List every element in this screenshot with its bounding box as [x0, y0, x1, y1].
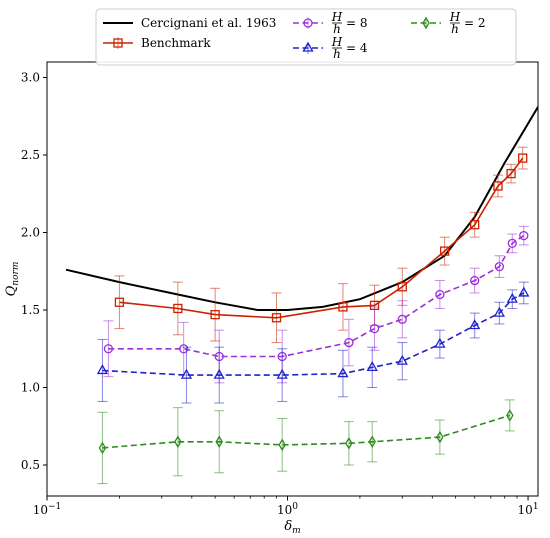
diamond-marker [422, 16, 430, 30]
error-bar [181, 346, 192, 404]
series-line [108, 234, 525, 358]
series-reference [65, 106, 538, 311]
triangle-marker [518, 286, 530, 297]
legend-label: Benchmark [141, 36, 211, 50]
error-bar [504, 399, 515, 432]
circle-marker [519, 230, 529, 241]
error-bar [172, 407, 183, 477]
error-bar [343, 421, 354, 466]
y-tick-label: 2.5 [21, 148, 40, 162]
legend-label: = 4 [346, 41, 368, 55]
diamond-marker [278, 438, 286, 452]
legend-label: = 8 [346, 16, 368, 30]
error-bar [518, 281, 529, 305]
error-bar [518, 225, 529, 246]
y-tick-label: 1.5 [21, 303, 40, 317]
triangle-marker [506, 292, 518, 303]
circle-marker [179, 344, 189, 354]
error-bar [397, 342, 408, 381]
series-line [65, 106, 538, 311]
triangle-marker [213, 368, 225, 379]
legend-item: Hh = 2 [411, 10, 486, 36]
plot-marks [65, 106, 538, 485]
diamond-marker [174, 435, 182, 449]
legend-fraction-numerator: H [449, 10, 461, 24]
circle-marker [397, 314, 407, 324]
square-marker [493, 181, 503, 191]
diamond-marker [368, 435, 376, 449]
error-bar [114, 275, 125, 330]
diamond-marker [345, 437, 353, 450]
square-marker [114, 297, 125, 307]
triangle-marker [96, 364, 109, 375]
y-tick-label: 0.5 [21, 458, 40, 472]
diamond-marker [506, 409, 514, 422]
circle-marker [435, 289, 445, 300]
series-diamond [97, 399, 515, 485]
axis-ticks: 0.5 1.0 1.5 2.0 2.5 3.0 10−1 100 101 [21, 71, 539, 518]
plot-frame [46, 61, 539, 497]
square-marker [113, 38, 123, 48]
y-axis-label: Qnorm [4, 262, 21, 297]
legend-label: Cercignani et al. 1963 [141, 16, 276, 30]
triangle-marker [396, 354, 408, 365]
circle-marker [369, 323, 380, 334]
circle-marker [103, 344, 114, 354]
triangle-marker [469, 319, 481, 330]
square-marker [397, 282, 407, 292]
legend-fraction-denominator: h [333, 22, 341, 36]
square-marker [173, 303, 183, 314]
legend-fraction-numerator: H [331, 10, 343, 24]
legend-fraction-denominator: h [333, 47, 341, 61]
diamond-marker [215, 435, 223, 449]
y-tick-label: 2.0 [21, 226, 40, 240]
diamond-marker [436, 430, 444, 444]
square-marker [338, 302, 348, 312]
square-marker [271, 313, 282, 323]
triangle-marker [493, 306, 505, 317]
circle-marker [470, 275, 480, 286]
series-line [119, 157, 524, 319]
square-marker [210, 309, 220, 320]
x-tick-label: 101 [518, 502, 539, 517]
triangle-marker [366, 361, 378, 372]
legend-item: Cercignani et al. 1963 [103, 16, 276, 30]
series-circle [103, 225, 529, 384]
square-marker [470, 220, 480, 230]
x-axis-label: δm [284, 519, 300, 536]
legend-item: Hh = 4 [293, 35, 368, 61]
error-bar [277, 348, 288, 402]
square-marker [506, 168, 516, 179]
triangle-marker [434, 337, 446, 348]
triangle-marker [302, 41, 314, 52]
circle-marker [344, 337, 354, 348]
error-bar [277, 418, 288, 472]
circle-marker [303, 18, 313, 28]
triangle-marker [180, 368, 193, 379]
legend-item: Benchmark [103, 36, 211, 50]
series-line [102, 292, 525, 376]
y-tick-label: 1.0 [21, 381, 40, 395]
series-line [102, 414, 511, 449]
triangle-marker [337, 367, 349, 378]
circle-marker [507, 238, 517, 249]
y-tick-label: 3.0 [21, 71, 40, 85]
series-triangle [96, 281, 530, 404]
diamond-marker [98, 441, 107, 455]
square-marker [439, 246, 450, 256]
legend-fraction-denominator: h [451, 22, 459, 36]
square-marker [518, 153, 528, 163]
error-bar [397, 300, 408, 339]
x-tick-label: 10−1 [33, 502, 62, 517]
circle-marker [494, 261, 505, 272]
triangle-marker [276, 368, 288, 379]
legend-label: = 2 [464, 16, 486, 30]
series-square [114, 146, 528, 344]
legend-item: Hh = 8 [293, 10, 368, 36]
error-bar [103, 320, 114, 378]
legend-fraction-numerator: H [331, 35, 343, 49]
x-tick-label: 100 [277, 502, 298, 517]
